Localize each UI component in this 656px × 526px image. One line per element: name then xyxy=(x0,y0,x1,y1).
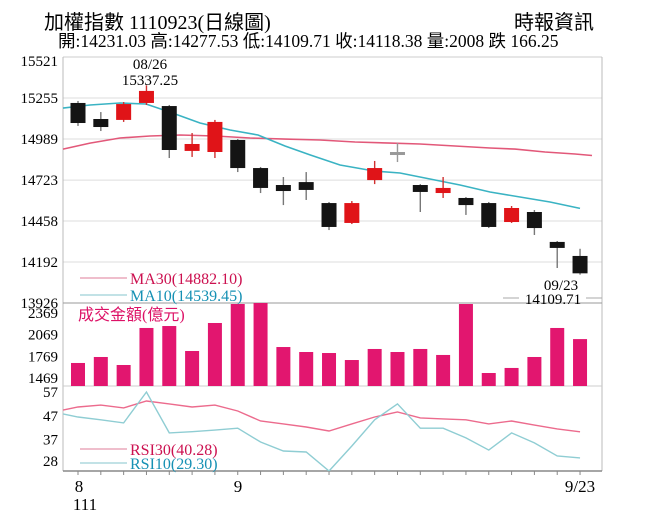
volume-bar xyxy=(458,304,473,386)
price-axis-label: 14723 xyxy=(21,173,59,189)
volume-bar xyxy=(162,326,177,386)
candle-body xyxy=(549,241,565,248)
volume-bar xyxy=(344,360,359,386)
volume-bar xyxy=(253,303,268,386)
candle-body xyxy=(70,102,86,124)
candle-body xyxy=(116,104,132,120)
volume-bar xyxy=(71,362,85,386)
candle-body xyxy=(458,197,474,206)
x-axis-label: 9 xyxy=(234,477,243,496)
candle-body xyxy=(321,203,337,227)
price-axis-label: 15255 xyxy=(21,91,59,107)
volume-bar xyxy=(413,348,428,386)
peak-value-annotation: 15337.25 xyxy=(122,73,178,89)
x-axis-year-label: 111 xyxy=(73,495,97,514)
x-axis-label: 8 xyxy=(75,477,84,496)
rsi10-legend-label: RSI10(29.30) xyxy=(130,456,218,473)
price-axis-label: 14989 xyxy=(21,132,59,148)
price-axis-label: 15521 xyxy=(21,54,59,70)
rsi10-line xyxy=(62,390,581,472)
rsi-axis-label: 57 xyxy=(43,385,59,401)
volume-bar xyxy=(367,348,382,386)
price-axis-label: 13926 xyxy=(21,296,59,312)
low-value-annotation: 14109.71 xyxy=(525,292,581,308)
volume-bar xyxy=(527,356,542,386)
ma30-legend-label: MA30(14882.10) xyxy=(130,271,242,288)
ma10-line xyxy=(62,102,581,210)
source-label: 時報資訊 xyxy=(514,12,594,34)
candle-body xyxy=(253,168,269,188)
rsi-axis-label: 47 xyxy=(43,409,59,425)
candle-body xyxy=(526,212,542,229)
volume-axis-label: 2369 xyxy=(28,306,58,322)
low-date-annotation: 09/23 xyxy=(544,278,578,294)
candle-body xyxy=(572,255,588,274)
volume-bar xyxy=(276,347,291,386)
volume-bar xyxy=(299,352,314,386)
candle-body xyxy=(298,182,314,190)
price-axis-label: 14458 xyxy=(21,214,59,230)
volume-bar xyxy=(573,339,588,386)
volume-bar xyxy=(93,356,108,386)
candle-body xyxy=(184,143,200,151)
volume-bar xyxy=(139,327,154,386)
volume-bar xyxy=(207,322,222,386)
candle-body xyxy=(481,203,497,227)
rsi30-line xyxy=(62,400,581,433)
candle-body xyxy=(207,121,223,153)
ohlc-quote-line: 開:14231.03 高:14277.53 低:14109.71 收:14118… xyxy=(58,31,559,51)
volume-axis-label: 1769 xyxy=(28,349,58,365)
candle-body xyxy=(504,207,520,223)
volume-axis-label: 2069 xyxy=(28,328,58,344)
candle-body xyxy=(389,152,405,156)
peak-date-annotation: 08/26 xyxy=(133,57,168,73)
volume-bar xyxy=(390,352,405,386)
candle-body xyxy=(161,106,177,151)
volume-bar xyxy=(116,364,131,386)
volume-bar xyxy=(550,327,565,386)
rsi-axis-label: 28 xyxy=(43,454,58,470)
candle-body xyxy=(138,90,154,103)
rsi-axis-label: 37 xyxy=(43,433,59,449)
volume-panel-label: 成交金額(億元) xyxy=(78,306,185,324)
page-title: 加權指數 1110923(日線圖) xyxy=(44,12,271,34)
x-axis-label: 9/23 xyxy=(565,477,595,496)
volume-bar xyxy=(322,353,337,386)
candle-body xyxy=(275,185,291,192)
volume-bar xyxy=(436,354,451,386)
candle-body xyxy=(93,119,109,128)
ma10-legend-label: MA10(14539.45) xyxy=(130,288,242,305)
candle-body xyxy=(435,187,451,194)
candle-body xyxy=(367,168,383,181)
volume-bar xyxy=(504,367,519,386)
candle-body xyxy=(412,185,428,192)
volume-axis-label: 1469 xyxy=(28,371,58,387)
rsi30-legend-label: RSI30(40.28) xyxy=(130,442,218,459)
volume-bar xyxy=(230,304,245,386)
candle-body xyxy=(344,203,360,223)
volume-bar xyxy=(185,350,200,386)
price-axis-label: 14192 xyxy=(21,255,59,271)
volume-bar xyxy=(481,373,496,386)
ma30-line xyxy=(62,134,593,157)
candle-body xyxy=(230,139,246,169)
